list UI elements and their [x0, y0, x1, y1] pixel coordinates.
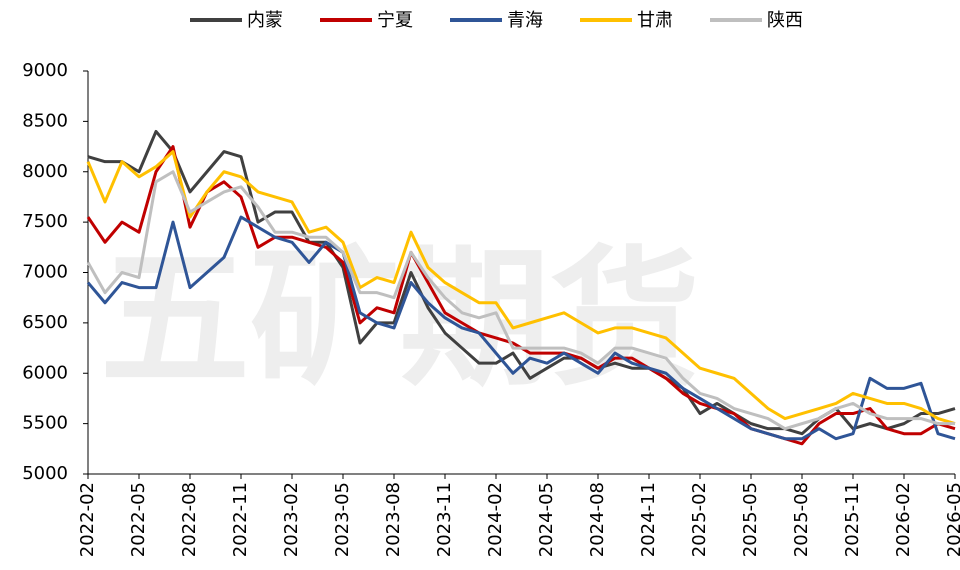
x-tick-label: 2026-02	[893, 482, 914, 557]
y-tick-label: 7500	[22, 211, 68, 232]
x-tick-label: 2025-11	[842, 482, 863, 557]
y-tick-label: 7000	[22, 262, 68, 283]
x-tick-label: 2024-11	[638, 482, 659, 557]
x-tick-label: 2023-08	[383, 482, 404, 557]
x-tick-label: 2025-05	[740, 482, 761, 557]
legend-label: 甘肃	[637, 10, 673, 31]
x-tick-label: 2022-02	[77, 482, 98, 557]
legend-label: 宁夏	[377, 10, 413, 31]
x-tick-label: 2026-05	[944, 482, 960, 557]
y-tick-label: 9000	[22, 60, 68, 81]
y-tick-label: 6000	[22, 362, 68, 383]
x-tick-label: 2024-05	[536, 482, 557, 557]
x-tick-label: 2024-08	[587, 482, 608, 557]
y-tick-label: 8500	[22, 110, 68, 131]
series-line	[86, 150, 956, 426]
x-tick-label: 2025-02	[689, 482, 710, 557]
x-tick-label: 2025-08	[791, 482, 812, 557]
series-line	[86, 170, 955, 431]
y-tick-label: 8000	[22, 161, 68, 182]
x-tick-label: 2023-11	[434, 482, 455, 557]
series-line	[86, 215, 956, 441]
legend-label: 内蒙	[247, 10, 283, 31]
legend-label: 青海	[507, 10, 543, 31]
y-tick-label: 5500	[22, 413, 68, 434]
x-tick-label: 2024-02	[485, 482, 506, 557]
x-tick-label: 2023-02	[281, 482, 302, 557]
y-tick-label: 6500	[22, 312, 68, 333]
x-tick-label: 2022-11	[230, 482, 251, 557]
legend-label: 陕西	[767, 10, 803, 31]
y-tick-label: 5000	[22, 463, 68, 484]
x-tick-label: 2023-05	[332, 482, 353, 557]
watermark: 五矿期货	[100, 233, 700, 407]
x-tick-label: 2022-05	[128, 482, 149, 557]
x-tick-label: 2022-08	[179, 482, 200, 557]
